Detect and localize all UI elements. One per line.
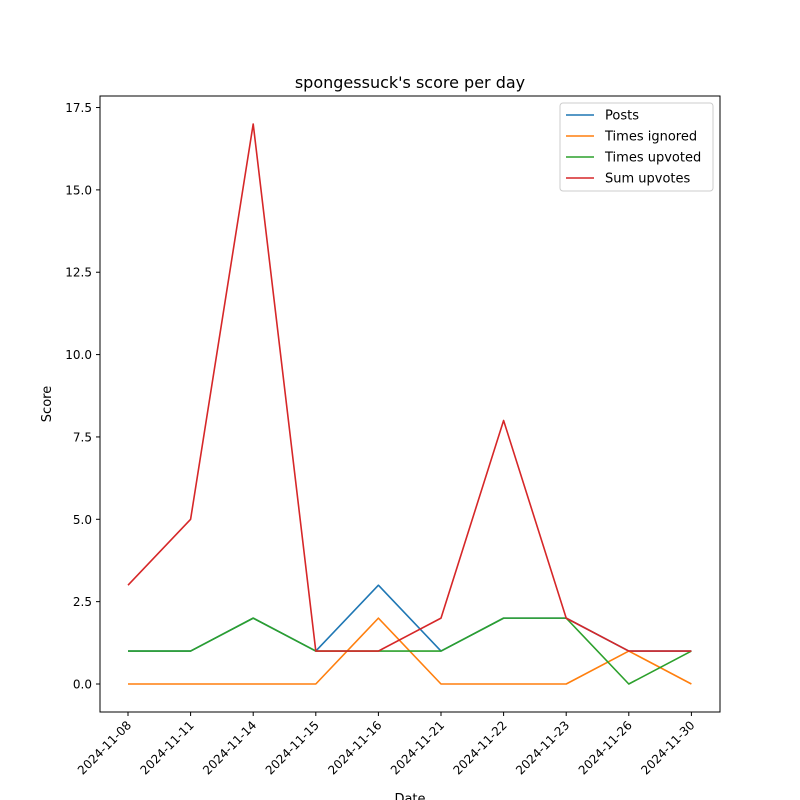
y-tick-label: 10.0 (65, 348, 92, 362)
x-tick-label: 2024-11-26 (576, 718, 635, 777)
legend-box (559, 102, 714, 192)
x-tick-label: 2024-11-21 (388, 718, 447, 777)
series-layer (127, 123, 692, 685)
x-tick-label: 2024-11-14 (200, 718, 259, 777)
x-tick-label: 2024-11-30 (638, 718, 697, 777)
x-tick-label: 2024-11-11 (138, 718, 197, 777)
series-line-2 (128, 617, 692, 685)
y-tick-label: 17.5 (65, 101, 92, 115)
x-tick-label: 2024-11-16 (325, 718, 384, 777)
y-tick-label: 2.5 (73, 595, 92, 609)
y-axis-label: Score (40, 386, 55, 422)
x-tick-label: 2024-11-23 (513, 718, 572, 777)
legend-label: Times ignored (604, 130, 697, 145)
series-line-0 (128, 584, 692, 652)
legend-label: Sum upvotes (605, 172, 691, 187)
legend: Posts Times ignored Times upvoted Sum upvot… (559, 102, 714, 192)
y-tick-label: 7.5 (73, 430, 92, 444)
x-axis: 2024-11-08 2024-11-11 2024-11-14 2024-11-15… (75, 712, 698, 777)
x-tick-label: 2024-11-08 (75, 718, 134, 777)
y-tick-label: 0.0 (73, 678, 92, 692)
y-axis: 0.0 2.5 5.0 7.5 10.0 12.5 15.0 17.5 (65, 101, 100, 692)
plot-area-frame (99, 95, 721, 713)
legend-label: Posts (605, 109, 639, 124)
y-tick-label: 12.5 (65, 266, 92, 280)
x-axis-label: Date (394, 792, 425, 800)
x-tick-label: 2024-11-22 (451, 718, 510, 777)
x-tick-label: 2024-11-15 (263, 718, 322, 777)
y-tick-label: 15.0 (65, 183, 92, 197)
chart-title: spongessuck's score per day (295, 73, 525, 92)
series-line-3 (127, 123, 692, 652)
legend-label: Times upvoted (604, 151, 701, 166)
y-tick-label: 5.0 (73, 513, 92, 527)
